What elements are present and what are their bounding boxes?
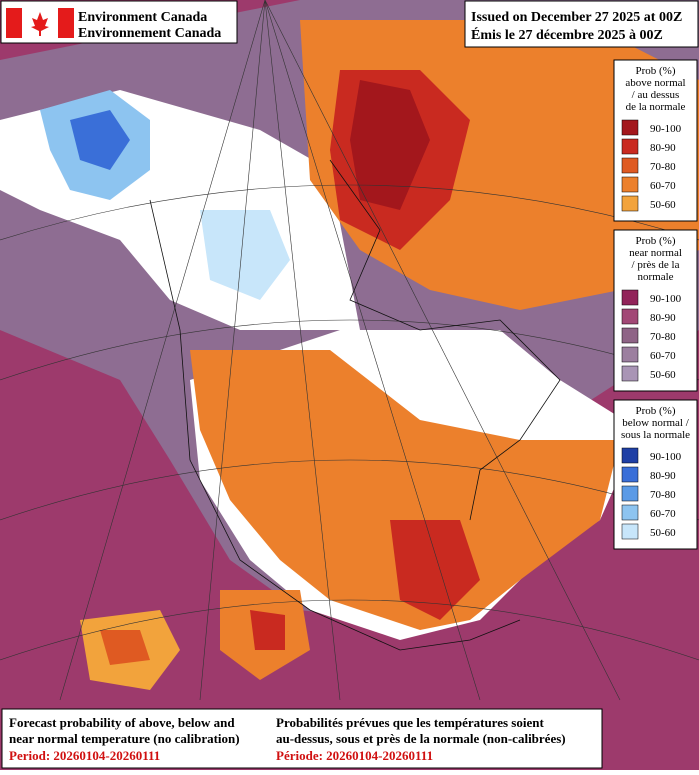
legend-title: sous la normale	[621, 429, 690, 441]
legend-label: 50-60	[650, 199, 676, 211]
flag-band	[58, 8, 74, 38]
legend-label: 60-70	[650, 508, 676, 520]
period-fr: Période: 20260104-20260111	[276, 748, 433, 763]
flag-band	[6, 8, 22, 38]
legend-swatch	[621, 195, 639, 212]
legend-title: near normal	[629, 247, 682, 259]
issued-fr: Émis le 27 décembre 2025 à 00Z	[471, 26, 663, 43]
legend-label: 80-90	[650, 142, 676, 154]
footer-fr-line: Probabilités prévues que les température…	[276, 715, 544, 730]
issued-en: Issued on December 27 2025 at 00Z	[471, 10, 682, 25]
above-core	[390, 520, 480, 620]
above-core	[250, 610, 285, 650]
footer-fr-line: au-dessus, sous et près de la normale (n…	[276, 731, 566, 746]
below-region	[200, 210, 290, 300]
agency-fr: Environnement Canada	[78, 26, 221, 41]
footer-frame	[1, 708, 603, 769]
legend-title: below normal /	[622, 417, 690, 429]
footer-en-line: Forecast probability of above, below and	[9, 715, 235, 730]
legend-swatch	[621, 157, 639, 174]
legend-label: 80-90	[650, 312, 676, 324]
legend-title: / au dessus	[632, 89, 680, 101]
agency-en: Environment Canada	[78, 10, 207, 25]
period-en: Period: 20260104-20260111	[9, 748, 160, 763]
legend-title: Prob (%)	[635, 405, 675, 417]
legend-swatch	[621, 447, 639, 464]
above-core	[100, 630, 150, 665]
below-core	[70, 110, 130, 170]
issued-frame	[464, 0, 699, 48]
legend-swatch	[621, 504, 639, 521]
legend-label: 90-100	[650, 293, 682, 305]
coastlines	[149, 159, 561, 651]
legend-label: 70-80	[650, 331, 676, 343]
legend-swatch	[621, 289, 639, 306]
legend-label: 60-70	[650, 350, 676, 362]
legend-swatch	[621, 327, 639, 344]
legend-label: 90-100	[650, 123, 682, 135]
legend-swatch	[621, 485, 639, 502]
probability-regions	[0, 0, 699, 690]
legend-swatch	[621, 346, 639, 363]
maple-leaf	[31, 12, 49, 36]
legend-swatch	[621, 138, 639, 155]
legend-swatch	[621, 119, 639, 136]
legend-title: / près de la	[632, 259, 680, 271]
legend-swatch	[621, 308, 639, 325]
legend-label: 90-100	[650, 451, 682, 463]
legend-label: 60-70	[650, 180, 676, 192]
above-core	[350, 80, 430, 210]
graticule	[0, 0, 699, 701]
legend-title: Prob (%)	[635, 65, 675, 77]
legend-label: 70-80	[650, 161, 676, 173]
legend-title: de la normale	[626, 101, 686, 113]
legend-swatch	[621, 176, 639, 193]
footer-en-line: near normal temperature (no calibration)	[9, 731, 240, 746]
above-region	[190, 350, 620, 630]
legend-label: 80-90	[650, 470, 676, 482]
footer: Forecast probability of above, below and…	[1, 708, 603, 769]
legend-label: 70-80	[650, 489, 676, 501]
legend-title: Prob (%)	[635, 235, 675, 247]
agency-box: Environment Canada Environnement Canada	[0, 0, 238, 44]
legend-label: 50-60	[650, 369, 676, 381]
legend-swatch	[621, 365, 639, 382]
legend-title: normale	[637, 271, 673, 283]
issued-box: Issued on December 27 2025 at 00Z Émis l…	[464, 0, 699, 48]
legend-label: 50-60	[650, 527, 676, 539]
legend-swatch	[621, 466, 639, 483]
legend-swatch	[621, 523, 639, 540]
legend-title: above normal	[625, 77, 685, 89]
